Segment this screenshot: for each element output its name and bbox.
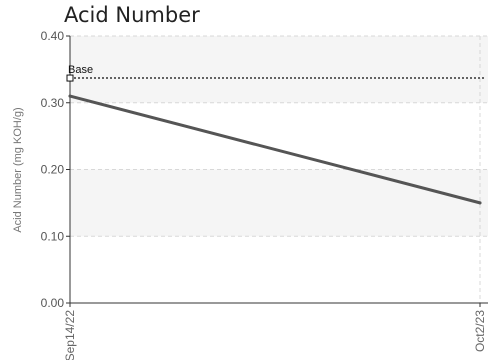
y-tick-label: 0.00 (41, 296, 65, 310)
plot-band (70, 36, 488, 103)
y-axis-title: Acid Number (mg KOH/g) (12, 107, 24, 232)
y-tick-label: 0.40 (41, 29, 65, 43)
y-tick-label: 0.10 (41, 229, 65, 243)
tick-labels: 0.00 0.10 0.20 0.30 0.40 Sep14/22 Oct2/23 (41, 29, 487, 360)
y-tick-label: 0.20 (41, 163, 65, 177)
x-tick-label: Sep14/22 (63, 310, 77, 360)
data-series (68, 94, 482, 205)
data-point[interactable] (68, 94, 72, 98)
x-tick-label: Oct2/23 (473, 310, 487, 352)
plot-bands (70, 36, 488, 237)
acid-number-series-line (68, 94, 482, 205)
base-marker (66, 74, 74, 82)
data-point[interactable] (478, 201, 482, 205)
reference-lines: Base (66, 64, 484, 82)
plot-band (70, 169, 488, 237)
y-tick-label: 0.30 (41, 96, 65, 110)
base-label: Base (68, 64, 93, 76)
chart-title: Acid Number (64, 3, 200, 27)
